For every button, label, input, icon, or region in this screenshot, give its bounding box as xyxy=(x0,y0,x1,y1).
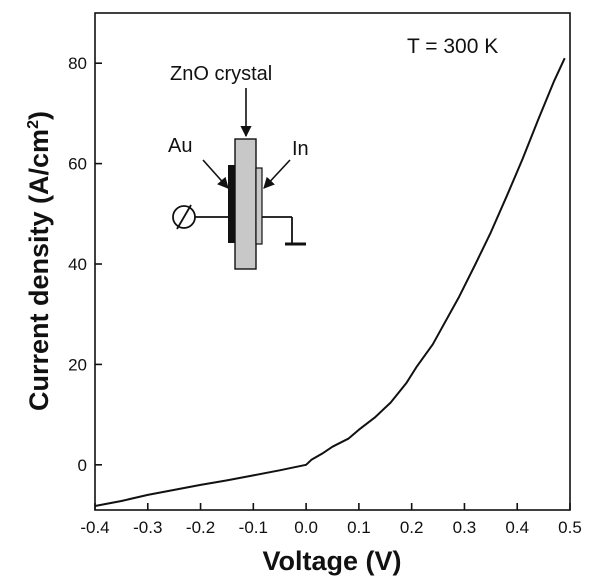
x-axis-title: Voltage (V) xyxy=(262,546,401,576)
x-tick-label: 0.1 xyxy=(347,518,371,537)
series-layer xyxy=(94,57,566,507)
x-tick-label: -0.3 xyxy=(133,518,162,537)
y-tick-label: 40 xyxy=(68,255,87,274)
y-tick-label: 20 xyxy=(68,355,87,374)
x-tick-label: -0.1 xyxy=(239,518,268,537)
y-tick-label: 0 xyxy=(78,456,87,475)
inset-au-label: Au xyxy=(168,135,192,157)
y-axis-title-close: ) xyxy=(24,111,54,120)
au-pointer-arrow xyxy=(202,159,229,189)
y-axis-title: Current density (A/cm2) xyxy=(24,111,54,411)
x-tick-label: 0.5 xyxy=(558,518,582,537)
voltage-source-slash xyxy=(176,204,192,230)
temperature-annotation: T = 300 K xyxy=(407,35,498,58)
device-inset: ZnO crystal Au In xyxy=(168,63,309,270)
zno-crystal-slab xyxy=(234,138,257,270)
x-tick-label: -0.2 xyxy=(186,518,215,537)
x-tick-label: -0.4 xyxy=(80,518,109,537)
y-axis-ticks: 0 20 40 60 80 xyxy=(68,54,102,475)
x-tick-label: 0.0 xyxy=(294,518,318,537)
y-axis-title-main: Current density (A/cm xyxy=(24,129,54,411)
in-contact xyxy=(255,167,263,245)
y-axis-title-superscript: 2 xyxy=(25,120,42,129)
iv-curve-line xyxy=(94,57,566,507)
x-axis-ticks: -0.4 -0.3 -0.2 -0.1 0.0 0.1 0.2 0.3 0.4 0.5 xyxy=(80,503,582,537)
inset-in-label: In xyxy=(292,138,309,160)
plot-frame xyxy=(94,12,571,511)
y-tick-label: 80 xyxy=(68,54,87,73)
x-tick-label: 0.3 xyxy=(453,518,477,537)
au-contact xyxy=(228,165,235,243)
inset-crystal-label: ZnO crystal xyxy=(170,63,272,85)
x-tick-label: 0.2 xyxy=(400,518,424,537)
x-tick-label: 0.4 xyxy=(505,518,529,537)
in-pointer-arrow xyxy=(263,159,291,189)
y-tick-label: 60 xyxy=(68,155,87,174)
